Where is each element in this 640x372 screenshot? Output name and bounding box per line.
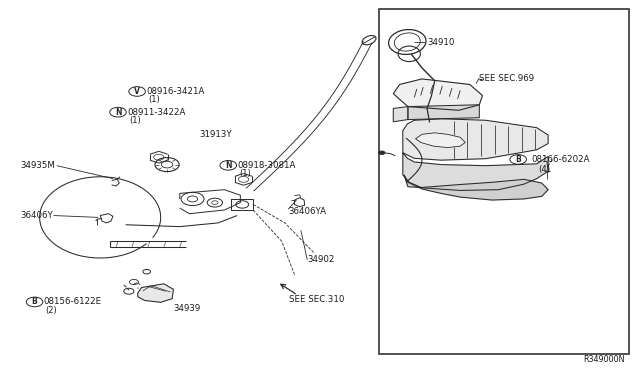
Text: (4): (4): [538, 165, 550, 174]
Text: 08156-6122E: 08156-6122E: [44, 298, 102, 307]
Text: 08911-3422A: 08911-3422A: [127, 108, 186, 117]
Polygon shape: [138, 284, 173, 302]
Text: (1): (1): [148, 95, 160, 104]
Circle shape: [379, 151, 385, 155]
Polygon shape: [408, 105, 479, 119]
Text: 08916-3421A: 08916-3421A: [146, 87, 204, 96]
Text: SEE SEC.969: SEE SEC.969: [479, 74, 534, 83]
Text: 36406YA: 36406YA: [288, 207, 326, 217]
Text: 34902: 34902: [307, 255, 335, 264]
Text: B: B: [31, 298, 37, 307]
Polygon shape: [394, 79, 483, 110]
Text: (1): (1): [239, 169, 251, 178]
Polygon shape: [394, 107, 408, 122]
Text: 08918-3081A: 08918-3081A: [237, 161, 296, 170]
Text: 36406Y: 36406Y: [20, 211, 53, 220]
Polygon shape: [403, 153, 548, 190]
Text: 34910: 34910: [427, 38, 454, 46]
Polygon shape: [403, 119, 548, 160]
Polygon shape: [404, 175, 548, 200]
Polygon shape: [415, 133, 465, 148]
Text: N: N: [225, 161, 232, 170]
Text: R349000N: R349000N: [583, 355, 625, 364]
Text: 08166-6202A: 08166-6202A: [532, 155, 590, 164]
Text: (2): (2): [45, 305, 57, 315]
Bar: [380, 9, 629, 354]
Text: B: B: [515, 155, 521, 164]
Text: 34935M: 34935M: [20, 161, 56, 170]
Text: SEE SEC.310: SEE SEC.310: [289, 295, 345, 304]
Text: (1): (1): [129, 116, 141, 125]
Text: 31913Y: 31913Y: [199, 130, 232, 139]
Text: V: V: [134, 87, 140, 96]
Text: 34939: 34939: [173, 304, 201, 313]
Text: N: N: [115, 108, 121, 117]
